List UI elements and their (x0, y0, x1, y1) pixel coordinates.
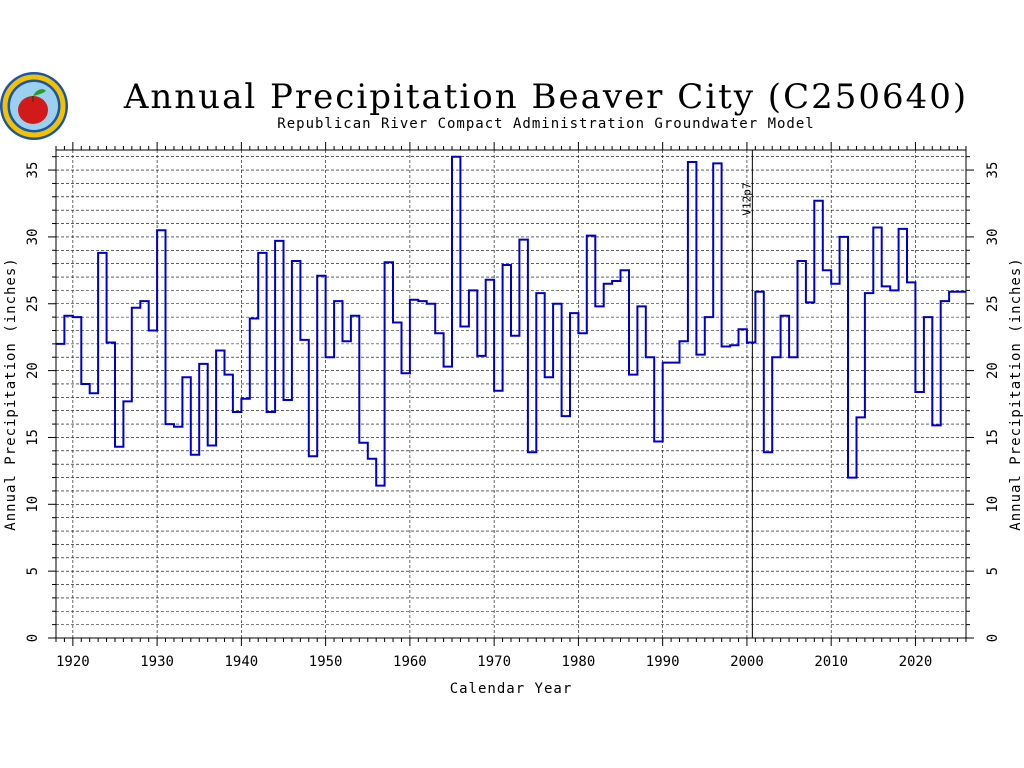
plot-frame (55, 149, 967, 639)
y-tick-label-right: 25 (985, 295, 1001, 312)
y-tick-label-right: 5 (985, 567, 1001, 575)
x-tick-label: 2010 (814, 654, 848, 670)
gridlines (56, 150, 966, 638)
y-tick-label: 30 (25, 228, 41, 245)
x-tick-label: 1970 (477, 654, 511, 670)
y-tick-label: 5 (25, 567, 41, 575)
y-axis-ticks-left: 0 5 10 15 20 25 30 35 (25, 156, 56, 642)
y-axis-label-right: Annual Precipitation (inches) (1008, 257, 1024, 530)
y-tick-label: 0 (25, 634, 41, 642)
y-tick-label: 10 (25, 496, 41, 513)
y-tick-label-right: 0 (985, 634, 1001, 642)
chart-title: Annual Precipitation Beaver City (C25064… (123, 77, 968, 117)
x-tick-label: 1940 (225, 654, 259, 670)
x-tick-label: 1990 (646, 654, 680, 670)
x-axis-ticks: 1920 1930 1940 1950 1960 1970 1980 1990 2000 2010… (55, 142, 967, 670)
y-tick-label: 15 (25, 429, 41, 446)
y-tick-label-right: 10 (985, 496, 1001, 513)
y-tick-label: 20 (25, 362, 41, 379)
y-tick-label: 25 (25, 295, 41, 312)
y-tick-label-right: 35 (985, 162, 1001, 179)
y-axis-label-left: Annual Precipitation (inches) (3, 257, 19, 530)
y-tick-label-right: 30 (985, 228, 1001, 245)
x-tick-label: 2000 (730, 654, 764, 670)
y-tick-label-right: 20 (985, 362, 1001, 379)
y-tick-label: 35 (25, 162, 41, 179)
x-tick-label: 1980 (562, 654, 596, 670)
x-axis-label: Calendar Year (450, 681, 573, 697)
x-tick-label: 1960 (393, 654, 427, 670)
annotation-label: V12p7 (740, 182, 753, 215)
x-tick-label: 2020 (899, 654, 933, 670)
series-line (56, 155, 966, 487)
x-tick-label: 1920 (56, 654, 90, 670)
y-axis-ticks-right: 0 5 10 15 20 25 30 35 (966, 156, 1001, 642)
chart-subtitle: Republican River Compact Administration … (277, 116, 814, 132)
rrca-logo (0, 72, 68, 140)
y-tick-label-right: 15 (985, 429, 1001, 446)
model-version-marker: V12p7 (740, 150, 753, 638)
precipitation-series (56, 155, 966, 487)
x-tick-label: 1930 (140, 654, 174, 670)
x-tick-label: 1950 (309, 654, 343, 670)
